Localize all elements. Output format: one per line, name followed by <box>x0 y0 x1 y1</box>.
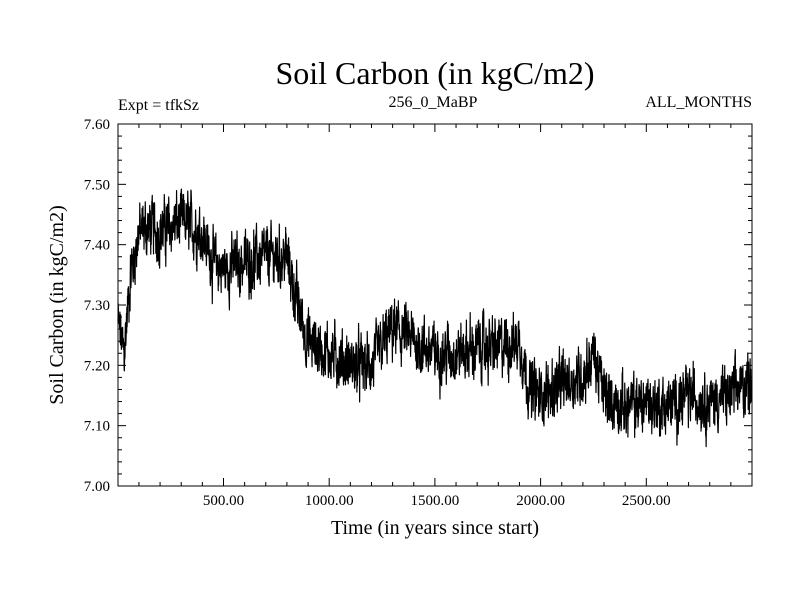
y-tick-label: 7.40 <box>84 238 110 254</box>
x-tick-label: 2500.00 <box>622 493 671 509</box>
x-tick-label: 2000.00 <box>516 493 565 509</box>
y-axis-label: Soil Carbon (in kgC/m2) <box>46 205 68 404</box>
chart-subtitle-right: ALL_MONTHS <box>645 94 752 111</box>
y-tick-label: 7.60 <box>84 117 110 133</box>
x-axis-ticks <box>138 124 732 486</box>
x-axis-label: Time (in years since start) <box>331 517 539 539</box>
x-tick-label: 500.00 <box>203 493 244 509</box>
y-tick-label: 7.50 <box>84 177 110 193</box>
chart-title: Soil Carbon (in kgC/m2) <box>275 55 594 91</box>
y-tick-label: 7.20 <box>84 358 110 374</box>
chart-subtitle-left: Expt = tfkSz <box>118 97 199 114</box>
y-tick-label: 7.30 <box>84 298 110 314</box>
y-tick-label: 7.10 <box>84 419 110 435</box>
plot-area-frame <box>117 123 753 487</box>
y-tick-label: 7.00 <box>84 479 110 495</box>
series-group <box>117 188 753 448</box>
series-line <box>117 188 753 448</box>
x-tick-label: 1000.00 <box>305 493 354 509</box>
chart-subtitle-center: 256_0_MaBP <box>389 94 478 111</box>
x-axis-tick-labels: 500.00 1000.00 1500.00 2000.00 2500.00 <box>203 493 671 509</box>
y-axis-tick-labels: 7.00 7.10 7.20 7.30 7.40 7.50 7.60 <box>84 117 110 495</box>
x-tick-label: 1500.00 <box>411 493 460 509</box>
